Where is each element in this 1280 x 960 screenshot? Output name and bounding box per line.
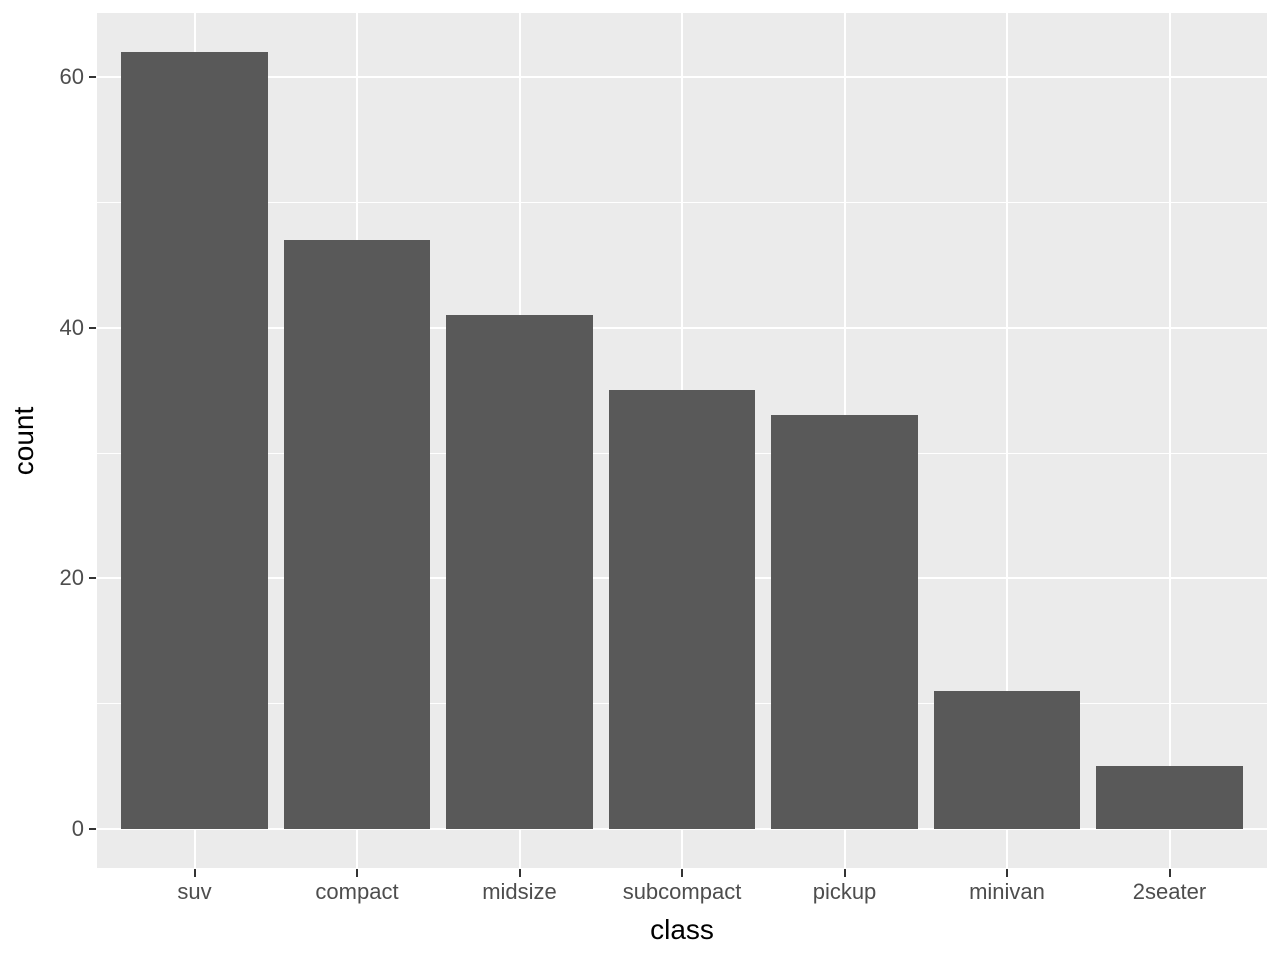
x-tick-mark-minivan (1006, 869, 1008, 877)
x-tick-label-2seater: 2seater (1132, 879, 1207, 904)
x-tick-label-midsize: midsize (482, 879, 557, 904)
x-tick-mark-midsize (518, 869, 521, 877)
x-tick-label-subcompact: subcompact (622, 879, 742, 904)
gridline-major-x-minivan (1006, 13, 1008, 868)
y-tick-label-20: 20 (59, 565, 84, 591)
bar-pickup (771, 415, 918, 830)
x-tick-mark-subcompact (681, 869, 683, 877)
y-tick-mark-60 (89, 75, 96, 78)
x-axis-title: class (650, 914, 714, 945)
bar-2seater (1096, 766, 1243, 830)
x-tick-mark-compact (356, 869, 358, 877)
x-tick-label-pickup: pickup (812, 879, 877, 904)
bar-suv (121, 51, 268, 830)
y-tick-mark-0 (89, 828, 96, 831)
bar-subcompact (608, 390, 756, 830)
x-tick-label-minivan: minivan (969, 879, 1045, 904)
y-tick-mark-40 (89, 326, 96, 329)
y-tick-label-40: 40 (59, 314, 84, 340)
bar-compact (283, 239, 431, 830)
y-tick-mark-20 (89, 577, 96, 580)
x-tick-mark-pickup (843, 869, 846, 877)
gridline-major-x-2seater (1168, 13, 1171, 868)
bar-midsize (446, 315, 593, 830)
x-tick-mark-2seater (1168, 869, 1171, 877)
y-tick-label-0: 0 (71, 816, 84, 842)
x-tick-mark-suv (193, 869, 196, 877)
x-tick-label-suv: suv (177, 879, 212, 904)
bar-minivan (933, 691, 1081, 830)
plot-panel (97, 13, 1267, 868)
x-tick-label-compact: compact (315, 879, 399, 904)
y-tick-label-60: 60 (59, 63, 84, 89)
